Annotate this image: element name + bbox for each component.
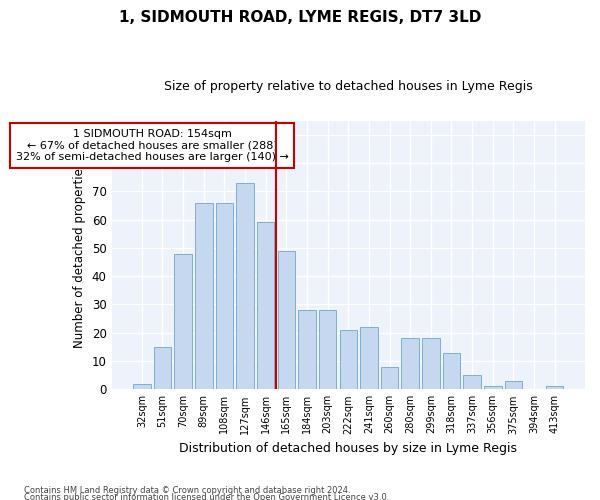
Bar <box>443 352 460 390</box>
Bar <box>278 250 295 390</box>
Text: Contains HM Land Registry data © Crown copyright and database right 2024.: Contains HM Land Registry data © Crown c… <box>24 486 350 495</box>
X-axis label: Distribution of detached houses by size in Lyme Regis: Distribution of detached houses by size … <box>179 442 517 455</box>
Bar <box>133 384 151 390</box>
Bar <box>340 330 357 390</box>
Bar <box>546 386 563 390</box>
Bar <box>505 381 522 390</box>
Bar <box>360 327 377 390</box>
Bar <box>422 338 440 390</box>
Text: Contains public sector information licensed under the Open Government Licence v3: Contains public sector information licen… <box>24 494 389 500</box>
Bar <box>236 183 254 390</box>
Bar <box>484 386 502 390</box>
Bar <box>175 254 192 390</box>
Bar <box>381 366 398 390</box>
Bar <box>463 375 481 390</box>
Bar <box>257 222 274 390</box>
Bar <box>298 310 316 390</box>
Title: Size of property relative to detached houses in Lyme Regis: Size of property relative to detached ho… <box>164 80 533 93</box>
Text: 1 SIDMOUTH ROAD: 154sqm
← 67% of detached houses are smaller (288)
32% of semi-d: 1 SIDMOUTH ROAD: 154sqm ← 67% of detache… <box>16 129 289 162</box>
Bar <box>195 202 212 390</box>
Y-axis label: Number of detached properties: Number of detached properties <box>73 162 86 348</box>
Bar <box>401 338 419 390</box>
Bar <box>319 310 337 390</box>
Text: 1, SIDMOUTH ROAD, LYME REGIS, DT7 3LD: 1, SIDMOUTH ROAD, LYME REGIS, DT7 3LD <box>119 10 481 25</box>
Bar <box>154 347 171 390</box>
Bar <box>215 202 233 390</box>
